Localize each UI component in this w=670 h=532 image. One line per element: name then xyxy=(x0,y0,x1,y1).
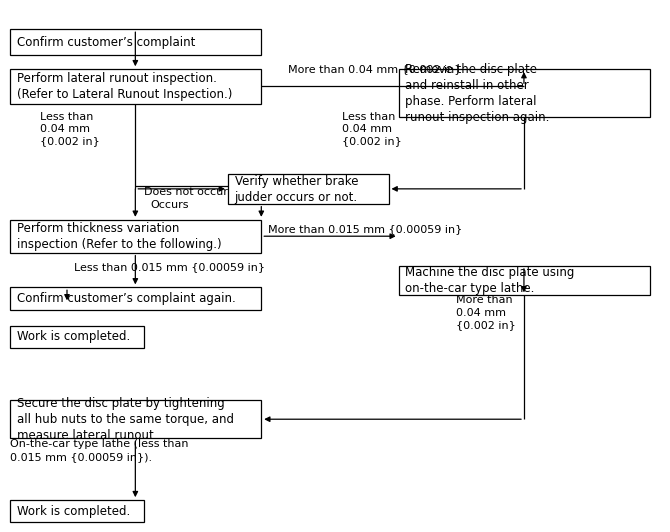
Text: Does not occur: Does not occur xyxy=(144,187,228,196)
Bar xyxy=(10,287,261,310)
Bar xyxy=(10,220,261,253)
Bar xyxy=(10,69,261,104)
Text: More than 0.04 mm {0.002 in}: More than 0.04 mm {0.002 in} xyxy=(288,64,462,74)
Text: Less than 0.015 mm {0.00059 in}: Less than 0.015 mm {0.00059 in} xyxy=(74,262,265,272)
Text: Less than
0.04 mm
{0.002 in}: Less than 0.04 mm {0.002 in} xyxy=(342,112,401,146)
Bar xyxy=(399,266,650,295)
Bar xyxy=(399,69,650,117)
Text: Less than
0.04 mm
{0.002 in}: Less than 0.04 mm {0.002 in} xyxy=(40,112,100,146)
Text: Perform thickness variation
inspection (Refer to the following.): Perform thickness variation inspection (… xyxy=(17,222,221,251)
Text: Work is completed.: Work is completed. xyxy=(17,505,130,518)
Bar xyxy=(228,174,389,204)
Text: Perform lateral runout inspection.
(Refer to Lateral Runout Inspection.): Perform lateral runout inspection. (Refe… xyxy=(17,72,232,101)
Bar xyxy=(10,500,144,522)
Text: More than 0.015 mm {0.00059 in}: More than 0.015 mm {0.00059 in} xyxy=(268,224,462,234)
Text: Work is completed.: Work is completed. xyxy=(17,330,130,343)
Text: More than
0.04 mm
{0.002 in}: More than 0.04 mm {0.002 in} xyxy=(456,295,515,330)
Text: Confirm customer’s complaint: Confirm customer’s complaint xyxy=(17,36,195,48)
Text: On-the-car type lathe (less than
0.015 mm {0.00059 in}).: On-the-car type lathe (less than 0.015 m… xyxy=(10,439,188,462)
Bar xyxy=(10,400,261,438)
Text: Remove the disc plate
and reinstall in other
phase. Perform lateral
runout inspe: Remove the disc plate and reinstall in o… xyxy=(405,63,549,123)
Bar xyxy=(10,29,261,55)
Text: Occurs: Occurs xyxy=(151,200,189,210)
Text: Verify whether brake
judder occurs or not.: Verify whether brake judder occurs or no… xyxy=(234,174,358,204)
Text: Secure the disc plate by tightening
all hub nuts to the same torque, and
measure: Secure the disc plate by tightening all … xyxy=(17,397,234,442)
Bar xyxy=(10,326,144,348)
Text: Machine the disc plate using
on-the-car type lathe.: Machine the disc plate using on-the-car … xyxy=(405,266,575,295)
Text: Confirm customer’s complaint again.: Confirm customer’s complaint again. xyxy=(17,292,235,305)
